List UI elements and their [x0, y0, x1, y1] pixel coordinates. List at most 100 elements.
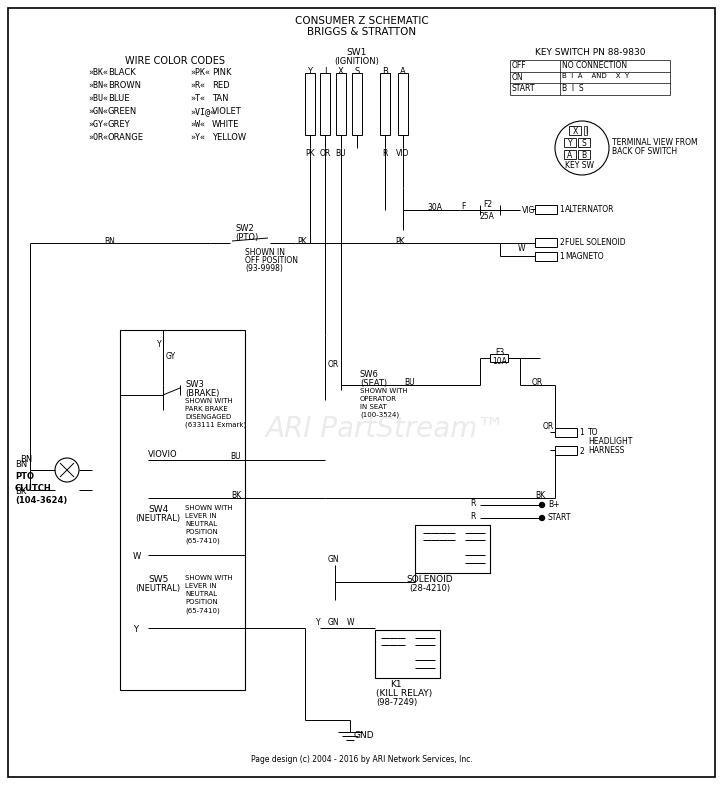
Text: OR: OR	[328, 360, 339, 369]
Text: Y: Y	[157, 340, 162, 349]
Bar	[569, 126, 581, 135]
Text: PARK BRAKE: PARK BRAKE	[185, 406, 228, 412]
Text: BK: BK	[535, 491, 545, 500]
Text: 30A: 30A	[427, 203, 442, 212]
Text: (633111 Exmark): (633111 Exmark)	[185, 422, 247, 429]
Text: PK: PK	[305, 149, 315, 158]
Text: OR: OR	[531, 378, 543, 387]
Text: »GY«: »GY«	[88, 120, 108, 129]
Text: ORANGE: ORANGE	[108, 133, 144, 142]
Bar	[490, 354, 508, 362]
Text: BK: BK	[15, 487, 26, 496]
Circle shape	[539, 516, 544, 520]
Text: B: B	[382, 67, 388, 76]
Text: B  I  S: B I S	[562, 84, 583, 93]
Text: PK: PK	[395, 237, 405, 246]
Text: OPERATOR: OPERATOR	[360, 396, 397, 402]
Text: CONSUMER Z SCHEMATIC: CONSUMER Z SCHEMATIC	[295, 16, 429, 26]
Text: W: W	[347, 618, 354, 627]
Text: VIO: VIO	[396, 149, 410, 158]
Text: W: W	[133, 552, 141, 561]
Bar	[398, 73, 408, 135]
Text: X: X	[338, 67, 344, 76]
Text: OR: OR	[543, 422, 555, 431]
Text: »Y«: »Y«	[190, 133, 205, 142]
Text: GND: GND	[353, 731, 374, 740]
Text: »BN«: »BN«	[88, 81, 108, 90]
Text: GY: GY	[166, 352, 176, 361]
Bar	[415, 525, 490, 573]
Text: ON: ON	[512, 73, 523, 82]
Text: NEUTRAL: NEUTRAL	[185, 521, 217, 527]
Text: (NEUTRAL): (NEUTRAL)	[135, 514, 180, 523]
Text: POSITION: POSITION	[185, 529, 218, 535]
Text: GREY: GREY	[108, 120, 131, 129]
Text: A: A	[400, 67, 406, 76]
Text: NO CONNECTION: NO CONNECTION	[562, 61, 627, 70]
Text: B: B	[581, 151, 586, 160]
Text: »BK«: »BK«	[88, 68, 108, 77]
Text: S: S	[354, 67, 359, 76]
Text: VIG: VIG	[522, 206, 535, 215]
Text: POSITION: POSITION	[185, 599, 218, 605]
Bar	[578, 138, 590, 147]
Text: GREEN: GREEN	[108, 107, 137, 116]
Text: BN: BN	[105, 237, 116, 246]
Text: BROWN: BROWN	[108, 81, 141, 90]
Text: (93-9998): (93-9998)	[245, 264, 283, 273]
Bar	[352, 73, 362, 135]
Text: »GN«: »GN«	[88, 107, 108, 116]
Text: OR: OR	[320, 149, 330, 158]
Text: OFF POSITION: OFF POSITION	[245, 256, 298, 265]
Text: »OR«: »OR«	[88, 133, 108, 142]
Text: I: I	[585, 127, 587, 136]
Bar	[555, 428, 577, 437]
Text: SW6: SW6	[360, 370, 379, 379]
Text: »W«: »W«	[190, 120, 205, 129]
Text: »PK«: »PK«	[190, 68, 210, 77]
Text: RED: RED	[212, 81, 230, 90]
Text: GN: GN	[328, 555, 340, 564]
Text: 1: 1	[559, 205, 564, 214]
Text: LEVER IN: LEVER IN	[185, 583, 217, 589]
Bar	[375, 630, 440, 678]
Text: (NEUTRAL): (NEUTRAL)	[135, 584, 180, 593]
Text: I: I	[324, 67, 326, 76]
Text: MAGNETO: MAGNETO	[565, 252, 604, 261]
Text: SW1: SW1	[347, 48, 367, 57]
Text: START: START	[548, 513, 571, 522]
Text: W: W	[518, 244, 525, 253]
Text: VIOVIO: VIOVIO	[148, 450, 178, 459]
Text: »T«: »T«	[190, 94, 205, 103]
Text: BU: BU	[231, 452, 241, 461]
Text: TAN: TAN	[212, 94, 228, 103]
Text: Y: Y	[568, 139, 573, 148]
Text: HEADLIGHT: HEADLIGHT	[588, 437, 633, 446]
Text: F: F	[461, 202, 466, 211]
Text: TO: TO	[588, 428, 599, 437]
Text: R: R	[470, 499, 476, 508]
Circle shape	[539, 502, 544, 507]
Text: R: R	[470, 512, 476, 521]
Text: BLUE: BLUE	[108, 94, 129, 103]
Text: YELLOW: YELLOW	[212, 133, 246, 142]
Text: HARNESS: HARNESS	[588, 446, 625, 455]
Text: WIRE COLOR CODES: WIRE COLOR CODES	[125, 56, 225, 66]
Text: SHOWN WITH: SHOWN WITH	[185, 505, 233, 511]
Bar	[535, 238, 557, 247]
Text: Y: Y	[133, 625, 138, 634]
Text: SW3: SW3	[185, 380, 204, 389]
Text: PTO
CLUTCH
(104-3624): PTO CLUTCH (104-3624)	[15, 472, 67, 505]
Text: (SEAT): (SEAT)	[360, 379, 387, 388]
Text: DISENGAGED: DISENGAGED	[185, 414, 231, 420]
Text: BRIGGS & STRATTON: BRIGGS & STRATTON	[307, 27, 416, 37]
Bar	[564, 150, 576, 159]
Text: (28-4210): (28-4210)	[409, 584, 450, 593]
Text: PK: PK	[297, 237, 307, 246]
Text: BU: BU	[405, 378, 415, 387]
Text: B+: B+	[548, 500, 560, 509]
Bar	[535, 252, 557, 261]
Text: F2: F2	[483, 200, 492, 209]
Text: 2: 2	[579, 447, 583, 456]
Bar	[380, 73, 390, 135]
